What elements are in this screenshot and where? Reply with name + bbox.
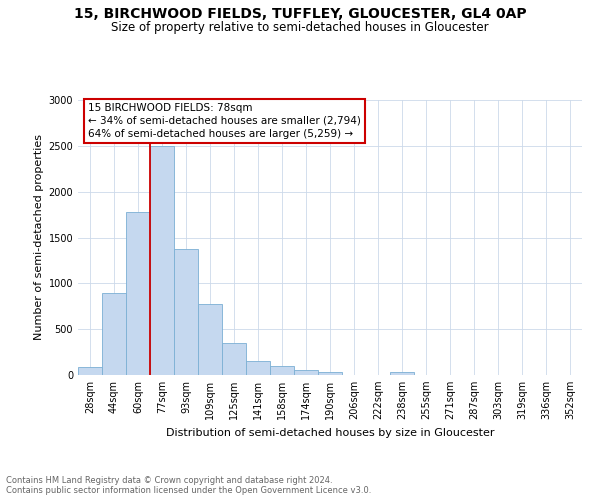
Bar	[102, 292, 126, 375]
Bar	[150, 146, 174, 375]
Text: 15, BIRCHWOOD FIELDS, TUFFLEY, GLOUCESTER, GL4 0AP: 15, BIRCHWOOD FIELDS, TUFFLEY, GLOUCESTE…	[74, 8, 526, 22]
Bar	[174, 248, 198, 375]
Bar	[294, 370, 318, 375]
Bar	[246, 361, 270, 375]
Bar	[270, 366, 294, 375]
Bar	[198, 304, 222, 375]
Bar	[222, 343, 246, 375]
Bar	[318, 372, 342, 375]
Y-axis label: Number of semi-detached properties: Number of semi-detached properties	[34, 134, 44, 340]
Bar	[390, 372, 414, 375]
Text: Distribution of semi-detached houses by size in Gloucester: Distribution of semi-detached houses by …	[166, 428, 494, 438]
Text: Size of property relative to semi-detached houses in Gloucester: Size of property relative to semi-detach…	[111, 21, 489, 34]
Text: Contains HM Land Registry data © Crown copyright and database right 2024.
Contai: Contains HM Land Registry data © Crown c…	[6, 476, 371, 495]
Bar	[78, 367, 102, 375]
Bar	[126, 212, 150, 375]
Text: 15 BIRCHWOOD FIELDS: 78sqm
← 34% of semi-detached houses are smaller (2,794)
64%: 15 BIRCHWOOD FIELDS: 78sqm ← 34% of semi…	[88, 103, 361, 139]
